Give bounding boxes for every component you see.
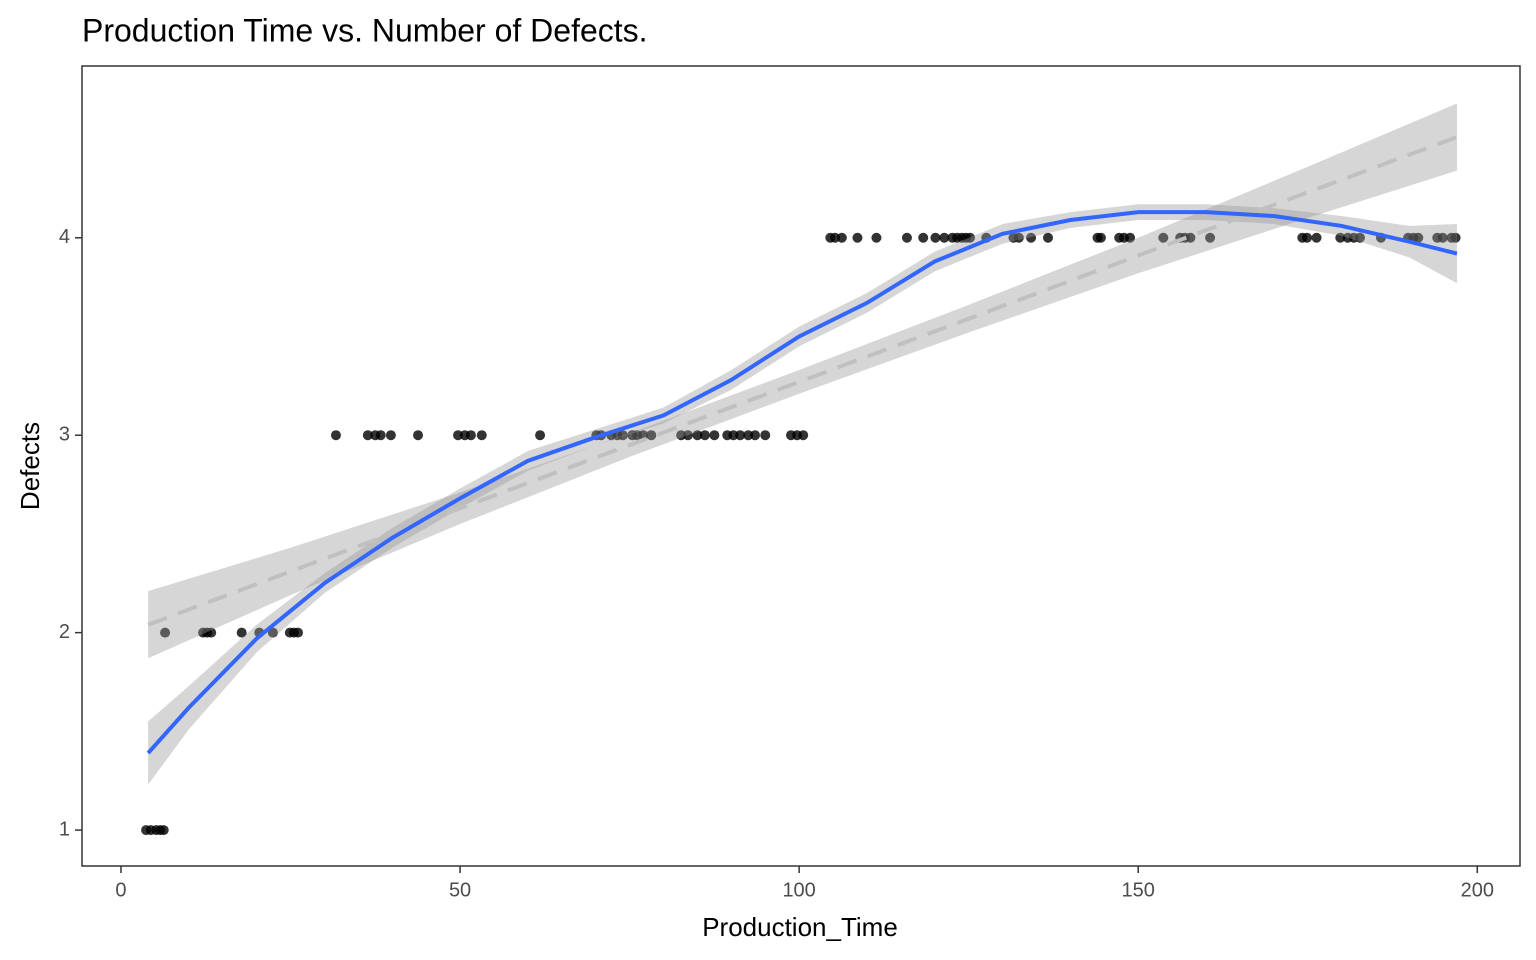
point <box>901 232 912 243</box>
panel-border <box>81 65 1521 867</box>
point <box>465 430 476 441</box>
y-tick-label: 2 <box>59 621 70 643</box>
point <box>1095 232 1106 243</box>
point <box>1125 232 1136 243</box>
point <box>1302 232 1313 243</box>
point <box>1437 232 1448 243</box>
plot-area: 0 50 100 150 200 1 2 3 4 <box>59 103 1494 901</box>
smooth-line <box>146 210 1458 755</box>
point <box>699 430 710 441</box>
point <box>292 627 303 638</box>
point <box>918 232 929 243</box>
point <box>236 627 247 638</box>
point <box>206 627 217 638</box>
point <box>646 430 657 441</box>
point <box>160 627 171 638</box>
point <box>1450 232 1461 243</box>
point <box>617 430 628 441</box>
x-tick-label: 50 <box>449 879 471 901</box>
confidence-band <box>148 103 1457 659</box>
x-tick-label: 150 <box>1122 879 1155 901</box>
point <box>939 232 950 243</box>
point <box>330 430 341 441</box>
point <box>750 430 761 441</box>
point <box>375 430 386 441</box>
point <box>385 430 396 441</box>
point <box>413 430 424 441</box>
point <box>1026 232 1037 243</box>
point <box>1013 232 1024 243</box>
point <box>965 232 976 243</box>
point <box>1413 232 1424 243</box>
point <box>871 232 882 243</box>
point <box>836 232 847 243</box>
point <box>1311 232 1322 243</box>
point <box>476 430 487 441</box>
y-tick-label: 1 <box>59 818 70 840</box>
point <box>1043 232 1054 243</box>
point <box>1185 232 1196 243</box>
x-tick-label: 100 <box>782 879 815 901</box>
chart-title: Production Time vs. Number of Defects. <box>82 12 648 48</box>
point <box>930 232 941 243</box>
point <box>709 430 720 441</box>
x-tick-label: 200 <box>1461 879 1494 901</box>
point <box>692 430 703 441</box>
point <box>362 430 373 441</box>
point <box>1205 232 1216 243</box>
point <box>798 430 809 441</box>
point <box>760 430 771 441</box>
point <box>158 825 169 836</box>
y-axis-title: Defects <box>15 422 45 510</box>
point <box>535 430 546 441</box>
x-tick-label: 0 <box>115 879 126 901</box>
y-tick-label: 4 <box>59 226 70 248</box>
point <box>267 627 278 638</box>
x-axis-title: Production_Time <box>702 912 898 942</box>
point <box>1158 232 1169 243</box>
point <box>682 430 693 441</box>
point <box>852 232 863 243</box>
point <box>735 430 746 441</box>
point <box>1354 232 1365 243</box>
point <box>1335 232 1346 243</box>
y-tick-label: 3 <box>59 423 70 445</box>
